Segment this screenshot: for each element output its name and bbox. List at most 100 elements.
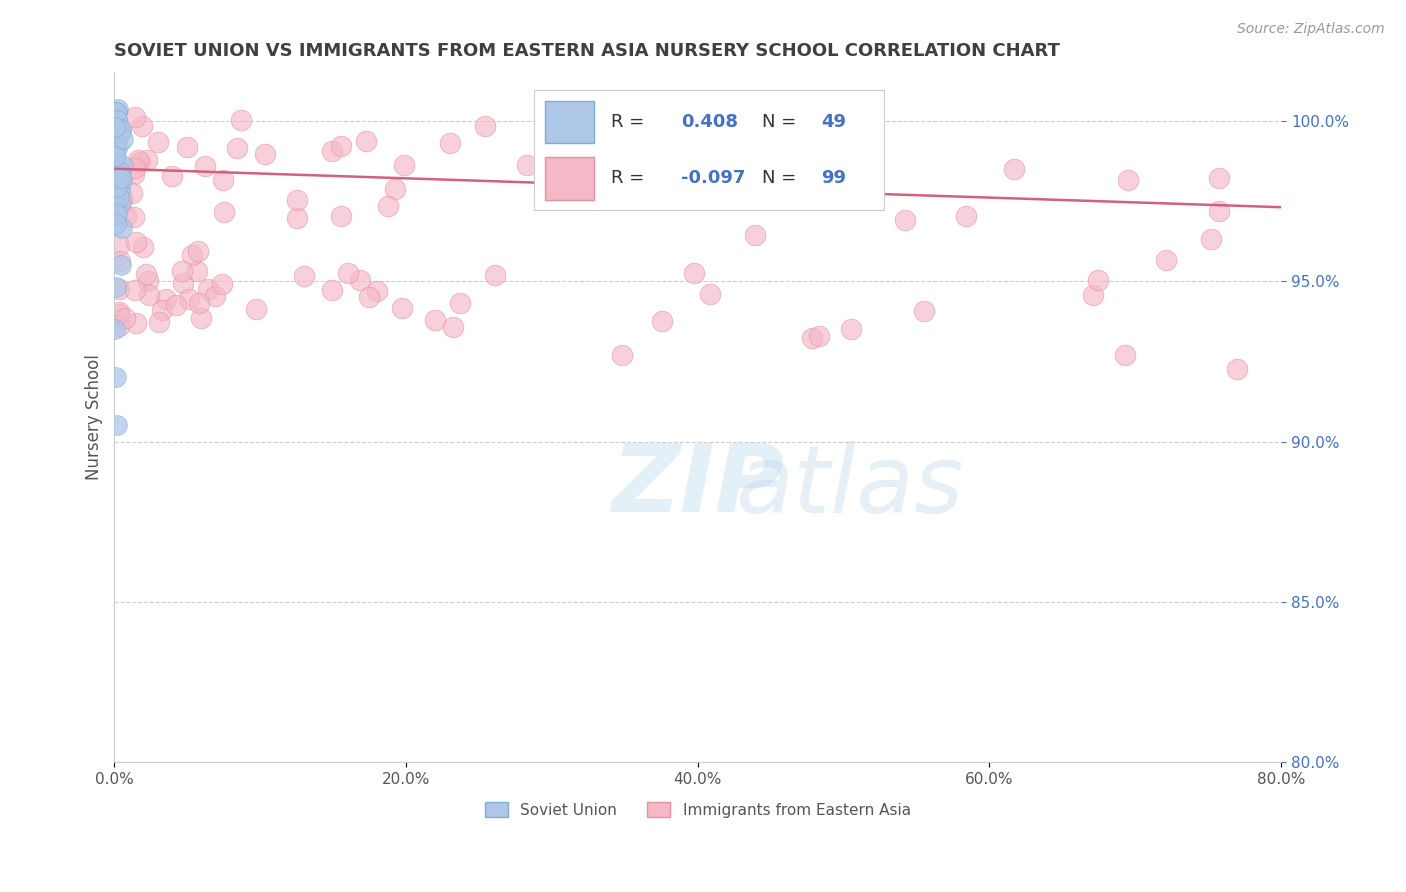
- Point: [105, 180, 128, 194]
- Point: [357, 290, 380, 304]
- Point: [441, 320, 464, 334]
- Point: [124, 110, 146, 124]
- Point: [104, 126, 127, 140]
- Point: [107, 307, 129, 321]
- Point: [392, 158, 415, 172]
- Point: [349, 273, 371, 287]
- Point: [1004, 161, 1026, 176]
- Point: [108, 182, 131, 196]
- Point: [1116, 173, 1139, 187]
- Point: [108, 282, 131, 296]
- Point: [186, 264, 208, 278]
- Point: [384, 182, 406, 196]
- Point: [105, 118, 128, 132]
- Point: [516, 158, 538, 172]
- Point: [103, 150, 125, 164]
- Point: [138, 274, 160, 288]
- Point: [111, 132, 134, 146]
- Point: [285, 193, 308, 207]
- Point: [104, 149, 127, 163]
- Point: [107, 167, 129, 181]
- Point: [186, 244, 208, 258]
- Point: [103, 186, 125, 201]
- Point: [423, 313, 446, 327]
- Point: [231, 112, 253, 127]
- Point: [107, 139, 129, 153]
- Point: [138, 288, 160, 302]
- Point: [366, 284, 388, 298]
- Point: [107, 102, 129, 116]
- Point: [104, 165, 127, 179]
- Point: [1081, 288, 1104, 302]
- Point: [105, 130, 128, 145]
- Point: [699, 286, 721, 301]
- Point: [104, 141, 127, 155]
- Point: [801, 331, 824, 345]
- Point: [107, 162, 129, 177]
- Point: [108, 166, 131, 180]
- Point: [148, 135, 170, 149]
- Point: [330, 139, 353, 153]
- Point: [107, 304, 129, 318]
- Point: [114, 310, 136, 325]
- Point: [377, 199, 399, 213]
- Point: [105, 113, 128, 128]
- Point: [111, 172, 134, 186]
- Point: [104, 123, 127, 137]
- Point: [103, 322, 125, 336]
- Point: [1208, 170, 1230, 185]
- Point: [110, 123, 132, 137]
- Point: [107, 238, 129, 252]
- Point: [108, 195, 131, 210]
- Y-axis label: Nursery School: Nursery School: [86, 354, 103, 481]
- Point: [285, 211, 308, 225]
- Point: [336, 266, 359, 280]
- Point: [912, 304, 935, 318]
- Point: [1087, 273, 1109, 287]
- Point: [110, 121, 132, 136]
- Point: [135, 153, 157, 168]
- Point: [204, 289, 226, 303]
- Point: [110, 123, 132, 137]
- Text: Source: ZipAtlas.com: Source: ZipAtlas.com: [1237, 22, 1385, 37]
- Point: [225, 140, 247, 154]
- Point: [808, 329, 831, 343]
- Point: [1208, 204, 1230, 219]
- Point: [1114, 348, 1136, 362]
- Point: [651, 314, 673, 328]
- Point: [155, 293, 177, 307]
- Point: [839, 322, 862, 336]
- Text: SOVIET UNION VS IMMIGRANTS FROM EASTERN ASIA NURSERY SCHOOL CORRELATION CHART: SOVIET UNION VS IMMIGRANTS FROM EASTERN …: [114, 42, 1060, 60]
- Point: [108, 127, 131, 141]
- Point: [181, 248, 204, 262]
- Point: [212, 205, 235, 219]
- Point: [108, 254, 131, 268]
- Point: [122, 210, 145, 224]
- Point: [197, 282, 219, 296]
- Point: [172, 276, 194, 290]
- Point: [125, 235, 148, 249]
- Point: [330, 209, 353, 223]
- Point: [129, 155, 152, 169]
- Text: ZIP: ZIP: [612, 441, 785, 533]
- Point: [439, 136, 461, 150]
- Point: [586, 193, 609, 207]
- Point: [245, 301, 267, 316]
- Point: [148, 315, 170, 329]
- Point: [131, 119, 153, 133]
- Point: [391, 301, 413, 316]
- Point: [682, 266, 704, 280]
- Point: [1154, 253, 1177, 268]
- Point: [104, 134, 127, 148]
- Point: [894, 212, 917, 227]
- Point: [110, 258, 132, 272]
- Point: [190, 310, 212, 325]
- Point: [104, 370, 127, 384]
- Point: [124, 161, 146, 176]
- Point: [610, 348, 633, 362]
- Point: [212, 173, 235, 187]
- Point: [104, 186, 127, 201]
- Point: [132, 240, 155, 254]
- Point: [104, 120, 127, 135]
- Point: [108, 319, 131, 334]
